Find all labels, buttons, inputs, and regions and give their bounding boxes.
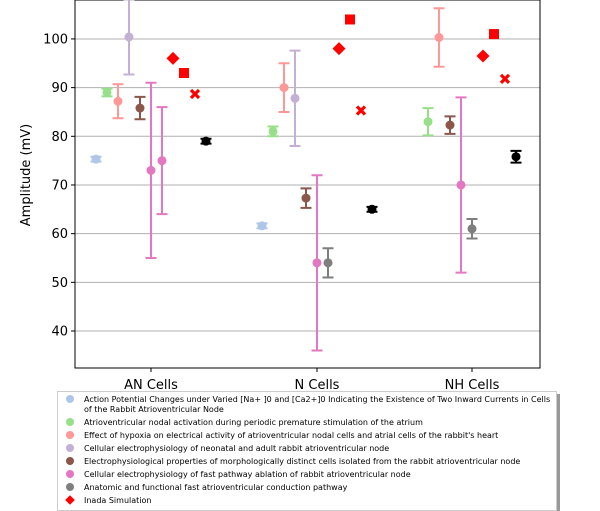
legend-swatch (66, 395, 74, 403)
point-marker (113, 96, 123, 106)
legend-swatch (66, 469, 74, 478)
point-marker (201, 136, 211, 146)
point-marker (146, 165, 156, 175)
legend-label: Cellular electrophysiology of fast pathw… (84, 469, 411, 479)
legend: Action Potential Changes under Varied [N… (57, 391, 557, 511)
point-marker (257, 221, 267, 231)
point-marker (91, 154, 101, 164)
plot-frame (74, 0, 541, 369)
point-marker (124, 32, 134, 42)
y-tick-label: 100 (43, 32, 68, 47)
legend-entry: Cellular electrophysiology of fast pathw… (62, 469, 552, 480)
point-marker (445, 120, 455, 130)
page: {"chart_data": {"type": "errorbar", "yla… (19, 0, 557, 511)
legend-entry: Action Potential Changes under Varied [N… (62, 395, 552, 414)
legend-entry: Anatomic and functional fast atrioventri… (62, 482, 552, 493)
point-marker (467, 224, 477, 234)
diamond-marker (332, 42, 346, 56)
legend-label: Atrioventricular nodal activation during… (84, 417, 423, 427)
legend-swatch (66, 443, 74, 452)
x-tick-label: AN Cells (124, 378, 178, 393)
x-marker (499, 73, 511, 84)
point-marker (434, 32, 444, 42)
point-marker (290, 93, 300, 103)
chart: Amplitude (mV) 40 50 60 70 80 90 100 AN Cells N … (19, 0, 541, 393)
legend-swatch (66, 430, 74, 439)
legend-label: Anatomic and functional fast atrioventri… (84, 482, 348, 492)
y-tick-label: 60 (51, 227, 68, 242)
legend-entry: Effect of hypoxia on electrical activity… (62, 430, 552, 441)
y-tick-label: 50 (51, 276, 68, 291)
point-marker (279, 83, 289, 93)
y-axis-label: Amplitude (mV) (19, 124, 34, 226)
point-marker (323, 258, 333, 268)
legend-swatch (66, 417, 74, 426)
x-tick-label: NH Cells (445, 378, 500, 393)
x-marker (189, 88, 201, 100)
point-marker (102, 87, 112, 97)
point-marker (511, 152, 521, 162)
point-marker (367, 204, 377, 214)
y-tick-label: 70 (51, 178, 68, 193)
legend-label: Electrophysiological properties of morph… (84, 456, 521, 466)
legend-entry: Inada Simulation (62, 494, 552, 506)
legend-entry: Atrioventricular nodal activation during… (62, 417, 552, 428)
point-marker (135, 103, 145, 113)
legend-label: Action Potential Changes under Varied [N… (84, 395, 551, 414)
legend-swatch (66, 482, 74, 491)
diamond-marker (166, 51, 180, 65)
y-tick-label: 90 (51, 81, 68, 96)
legend-label: Inada Simulation (84, 495, 152, 505)
point-marker (456, 180, 466, 190)
x-tick-label: N Cells (295, 378, 340, 393)
square-marker (179, 68, 189, 79)
square-marker (489, 29, 499, 40)
square-marker (345, 14, 355, 25)
legend-label: Cellular electrophysiology of neonatal a… (84, 443, 390, 453)
point-marker (301, 193, 311, 203)
point-marker (423, 117, 433, 127)
point-marker (312, 258, 322, 268)
diamond-marker (476, 49, 490, 63)
legend-swatch (66, 456, 74, 465)
y-tick-label: 40 (51, 325, 68, 340)
point-marker (268, 126, 278, 136)
legend-label: Effect of hypoxia on electrical activity… (84, 430, 499, 440)
y-tick-label: 80 (51, 130, 68, 145)
point-marker (157, 156, 167, 166)
x-marker (355, 105, 367, 116)
legend-entry: Cellular electrophysiology of neonatal a… (62, 443, 552, 454)
legend-entry: Electrophysiological properties of morph… (62, 456, 552, 467)
